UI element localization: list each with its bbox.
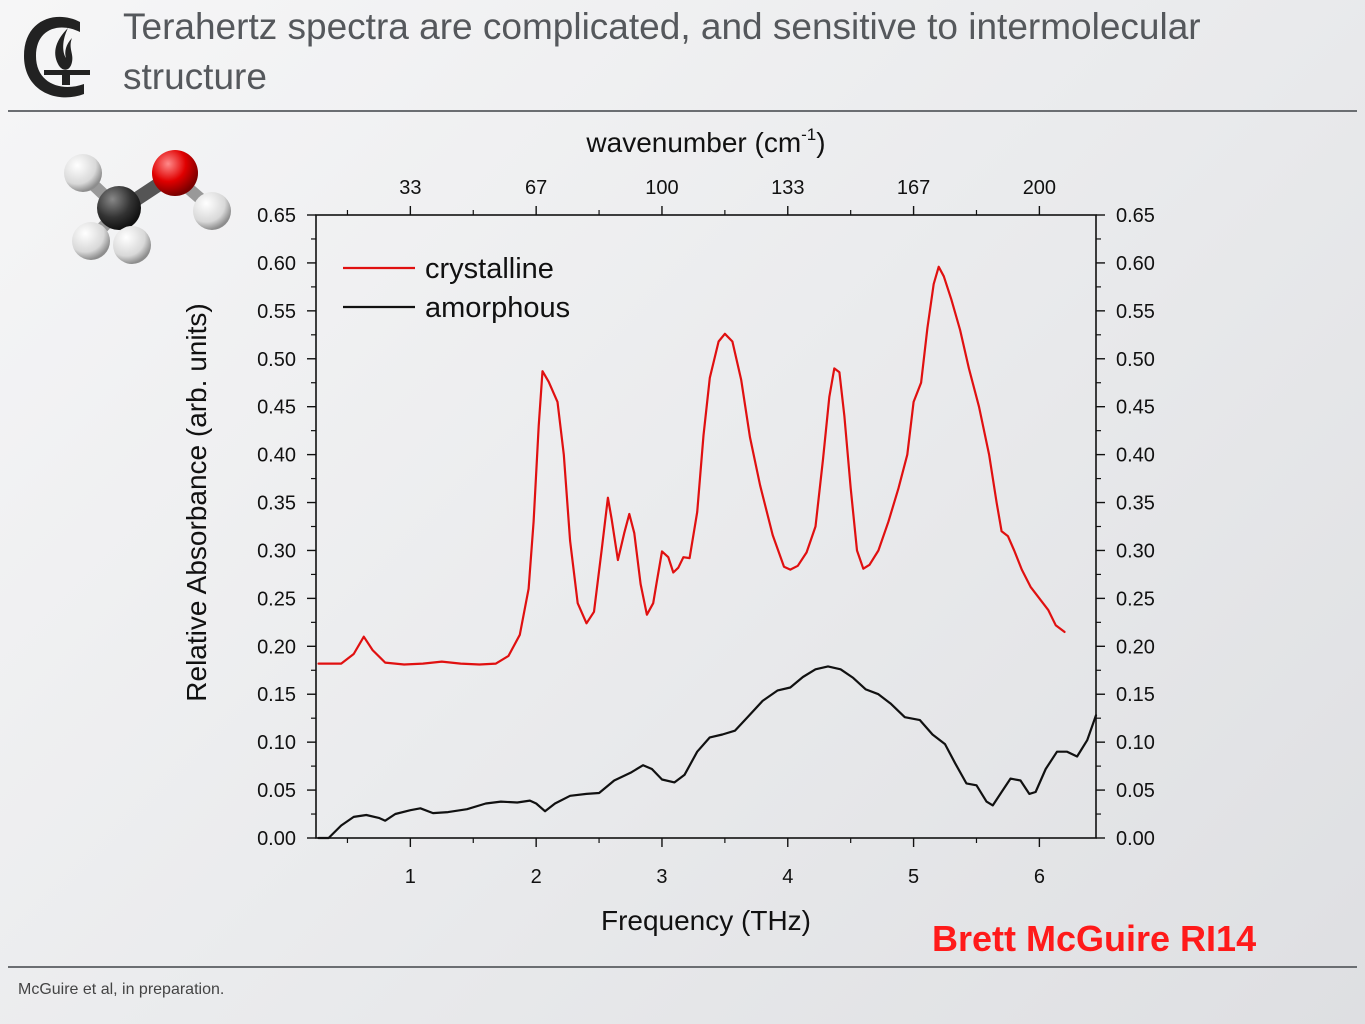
y-axis-title: Relative Absorbance (arb. units) xyxy=(181,303,212,701)
y-tick-label-left: 0.45 xyxy=(257,397,296,419)
carbon-atom xyxy=(97,186,141,230)
y-tick-label-left: 0.10 xyxy=(257,732,296,754)
y-tick-label-right: 0.05 xyxy=(1116,780,1155,802)
y-tick-label-left: 0.35 xyxy=(257,493,296,515)
x2-tick-label: 167 xyxy=(897,177,930,199)
legend-label-crystalline: crystalline xyxy=(425,253,554,285)
x-tick-label: 2 xyxy=(531,866,542,888)
y-tick-label-left: 0.50 xyxy=(257,349,296,371)
y-tick-label-right: 0.45 xyxy=(1116,397,1155,419)
y-tick-label-right: 0.60 xyxy=(1116,253,1155,275)
y-tick-label-left: 0.00 xyxy=(257,828,296,850)
x-axis-title: Frequency (THz) xyxy=(601,905,811,936)
y-tick-label-right: 0.20 xyxy=(1116,636,1155,658)
y-tick-label-right: 0.10 xyxy=(1116,732,1155,754)
y-tick-label-right: 0.55 xyxy=(1116,301,1155,323)
x-tick-label: 4 xyxy=(782,866,793,888)
y-tick-label-left: 0.30 xyxy=(257,540,296,562)
y-tick-label-right: 0.65 xyxy=(1116,205,1155,227)
header-divider xyxy=(8,110,1357,112)
y-tick-label-left: 0.15 xyxy=(257,684,296,706)
y-tick-label-right: 0.40 xyxy=(1116,445,1155,467)
y-tick-label-left: 0.65 xyxy=(257,205,296,227)
series-line-crystalline xyxy=(317,265,1066,666)
hydrogen-atom xyxy=(64,154,102,192)
y-tick-label-left: 0.05 xyxy=(257,780,296,802)
y-tick-label-left: 0.40 xyxy=(257,445,296,467)
x-tick-label: 1 xyxy=(405,866,416,888)
legend-label-amorphous: amorphous xyxy=(425,292,570,324)
y-tick-label-left: 0.20 xyxy=(257,636,296,658)
y-tick-label-left: 0.55 xyxy=(257,301,296,323)
y-tick-label-right: 0.30 xyxy=(1116,540,1155,562)
oxygen-atom xyxy=(152,150,198,196)
hydrogen-atom xyxy=(193,192,231,230)
y-tick-label-right: 0.00 xyxy=(1116,828,1155,850)
x2-tick-label: 33 xyxy=(399,177,421,199)
x2-tick-label: 200 xyxy=(1023,177,1056,199)
y-tick-label-right: 0.15 xyxy=(1116,684,1155,706)
y-tick-label-right: 0.25 xyxy=(1116,588,1155,610)
page-title: Terahertz spectra are complicated, and s… xyxy=(123,6,1201,97)
y-tick-label-right: 0.50 xyxy=(1116,349,1155,371)
x2-tick-label: 100 xyxy=(645,177,678,199)
x2-axis-title: wavenumber (cm-1) xyxy=(585,125,825,158)
footer-divider xyxy=(8,966,1357,968)
methanol-molecule-icon xyxy=(64,150,231,264)
hydrogen-atom xyxy=(72,222,110,260)
x2-tick-label: 67 xyxy=(525,177,547,199)
y-tick-label-right: 0.35 xyxy=(1116,493,1155,515)
y-tick-label-left: 0.25 xyxy=(257,588,296,610)
series-line-amorphous xyxy=(317,665,1098,840)
x2-tick-label: 133 xyxy=(771,177,804,199)
hydrogen-atom xyxy=(113,226,151,264)
x-tick-label: 5 xyxy=(908,866,919,888)
citation-text: McGuire et al, in preparation. xyxy=(18,981,225,998)
x-tick-label: 3 xyxy=(656,866,667,888)
y-tick-label-left: 0.60 xyxy=(257,253,296,275)
college-flame-logo-icon xyxy=(24,16,90,98)
x-tick-label: 6 xyxy=(1034,866,1045,888)
author-label: Brett McGuire RI14 xyxy=(932,918,1257,959)
